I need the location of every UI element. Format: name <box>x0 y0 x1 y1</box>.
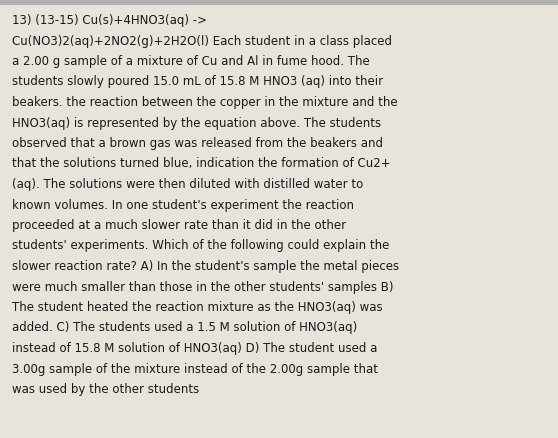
Text: (aq). The solutions were then diluted with distilled water to: (aq). The solutions were then diluted wi… <box>12 177 363 191</box>
Text: added. C) The students used a 1.5 M solution of HNO3(aq): added. C) The students used a 1.5 M solu… <box>12 321 357 334</box>
Text: 13) (13-15) Cu(s)+4HNO3(aq) ->: 13) (13-15) Cu(s)+4HNO3(aq) -> <box>12 14 207 27</box>
Text: The student heated the reaction mixture as the HNO3(aq) was: The student heated the reaction mixture … <box>12 300 383 313</box>
Text: beakers. the reaction between the copper in the mixture and the: beakers. the reaction between the copper… <box>12 96 398 109</box>
Text: was used by the other students: was used by the other students <box>12 382 199 395</box>
Text: that the solutions turned blue, indication the formation of Cu2+: that the solutions turned blue, indicati… <box>12 157 391 170</box>
Text: students' experiments. Which of the following could explain the: students' experiments. Which of the foll… <box>12 239 389 252</box>
Text: were much smaller than those in the other students' samples B): were much smaller than those in the othe… <box>12 280 393 293</box>
Text: HNO3(aq) is represented by the equation above. The students: HNO3(aq) is represented by the equation … <box>12 116 381 129</box>
Text: students slowly poured 15.0 mL of 15.8 M HNO3 (aq) into their: students slowly poured 15.0 mL of 15.8 M… <box>12 75 383 88</box>
Text: a 2.00 g sample of a mixture of Cu and Al in fume hood. The: a 2.00 g sample of a mixture of Cu and A… <box>12 55 370 68</box>
Text: 3.00g sample of the mixture instead of the 2.00g sample that: 3.00g sample of the mixture instead of t… <box>12 362 378 374</box>
Text: Cu(NO3)2(aq)+2NO2(g)+2H2O(l) Each student in a class placed: Cu(NO3)2(aq)+2NO2(g)+2H2O(l) Each studen… <box>12 35 392 47</box>
Text: instead of 15.8 M solution of HNO3(aq) D) The student used a: instead of 15.8 M solution of HNO3(aq) D… <box>12 341 377 354</box>
Text: observed that a brown gas was released from the beakers and: observed that a brown gas was released f… <box>12 137 383 150</box>
Text: proceeded at a much slower rate than it did in the other: proceeded at a much slower rate than it … <box>12 219 346 231</box>
Bar <box>0 0 558 6</box>
Text: slower reaction rate? A) In the student's sample the metal pieces: slower reaction rate? A) In the student'… <box>12 259 399 272</box>
Text: known volumes. In one student's experiment the reaction: known volumes. In one student's experime… <box>12 198 354 211</box>
